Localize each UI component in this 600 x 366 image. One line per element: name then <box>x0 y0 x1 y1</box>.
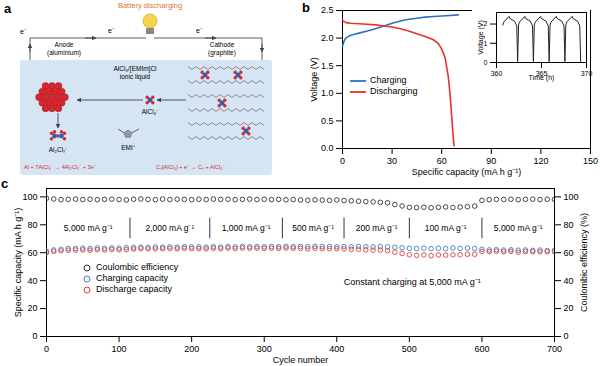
svg-text:Coulombic efficiency (%): Coulombic efficiency (%) <box>579 213 589 312</box>
svg-text:400: 400 <box>329 344 344 354</box>
svg-text:150: 150 <box>583 156 598 166</box>
svg-text:AlCl₃/[EMIm]Cl: AlCl₃/[EMIm]Cl <box>113 65 157 72</box>
svg-text:20: 20 <box>564 303 574 313</box>
svg-text:Cathode: Cathode <box>210 41 235 48</box>
svg-text:(aluminium): (aluminium) <box>47 49 81 57</box>
html-text:Discharge capacity: Discharge capacity <box>96 284 172 294</box>
html-text:Charging: Charging <box>370 75 407 85</box>
svg-text:a: a <box>4 1 12 16</box>
svg-text:Constant charging at 5,000 mA: Constant charging at 5,000 mA g⁻¹ <box>344 277 481 287</box>
svg-text:0: 0 <box>32 331 37 341</box>
svg-text:0: 0 <box>484 59 488 66</box>
svg-text:1: 1 <box>483 39 488 47</box>
svg-text:Al₂Cl₇⁻: Al₂Cl₇⁻ <box>49 146 68 153</box>
svg-text:EMI⁺: EMI⁺ <box>121 144 135 151</box>
svg-text:2: 2 <box>483 20 488 28</box>
svg-text:Specific capacity (mA h g⁻¹): Specific capacity (mA h g⁻¹) <box>13 208 23 318</box>
svg-text:Anode: Anode <box>55 41 74 48</box>
svg-text:300: 300 <box>257 344 272 354</box>
svg-text:80: 80 <box>27 220 37 230</box>
svg-text:100: 100 <box>112 344 127 354</box>
svg-text:2.0: 2.0 <box>321 33 334 43</box>
svg-text:100: 100 <box>564 192 579 202</box>
svg-text:(graphite): (graphite) <box>208 49 236 57</box>
svg-text:100 mA g⁻¹: 100 mA g⁻¹ <box>425 223 467 233</box>
html-text:Discharging: Discharging <box>370 86 418 96</box>
svg-text:1.0: 1.0 <box>321 88 334 98</box>
svg-text:60: 60 <box>437 156 447 166</box>
svg-text:Battery discharging: Battery discharging <box>118 1 182 10</box>
svg-text:200: 200 <box>184 344 199 354</box>
svg-text:Cₙ[AlCl₄] + e⁻ → Cₙ + AlCl₄⁻: Cₙ[AlCl₄] + e⁻ → Cₙ + AlCl₄⁻ <box>156 164 225 170</box>
svg-text:2,000 mA g⁻¹: 2,000 mA g⁻¹ <box>145 223 194 233</box>
svg-text:0: 0 <box>340 156 345 166</box>
svg-text:2.5: 2.5 <box>321 5 334 15</box>
svg-text:500 mA g⁻¹: 500 mA g⁻¹ <box>292 223 334 233</box>
html-text:c: c <box>1 176 9 191</box>
svg-text:Cycle number: Cycle number <box>273 355 329 365</box>
svg-text:600: 600 <box>474 344 489 354</box>
svg-text:0: 0 <box>564 331 569 341</box>
html-text:Coulombic efficiency: Coulombic efficiency <box>96 262 179 272</box>
svg-text:5,000 mA g⁻¹: 5,000 mA g⁻¹ <box>494 223 543 233</box>
svg-text:80: 80 <box>564 220 574 230</box>
svg-text:AlCl₄⁻: AlCl₄⁻ <box>142 108 159 115</box>
svg-text:90: 90 <box>486 156 496 166</box>
svg-text:5,000 mA g⁻¹: 5,000 mA g⁻¹ <box>64 223 113 233</box>
svg-text:120: 120 <box>533 156 548 166</box>
svg-text:Voltage (V): Voltage (V) <box>477 20 485 55</box>
svg-text:700: 700 <box>547 344 562 354</box>
svg-text:0.5: 0.5 <box>321 116 334 126</box>
svg-text:60: 60 <box>564 248 574 258</box>
svg-text:40: 40 <box>564 276 574 286</box>
svg-text:Time (h): Time (h) <box>529 74 555 82</box>
svg-text:1.5: 1.5 <box>321 61 334 71</box>
svg-text:ionic liquid: ionic liquid <box>120 73 151 81</box>
svg-text:30: 30 <box>387 156 397 166</box>
svg-text:0.0: 0.0 <box>321 143 334 153</box>
svg-text:60: 60 <box>27 248 37 258</box>
html-text:Charging capacity: Charging capacity <box>96 273 168 283</box>
svg-text:Al + 7AlCl₄⁻ → 4Al₂Cl₇⁻ + 3e⁻: Al + 7AlCl₄⁻ → 4Al₂Cl₇⁻ + 3e⁻ <box>24 164 96 170</box>
svg-text:200 mA g⁻¹: 200 mA g⁻¹ <box>356 223 398 233</box>
html-text:b: b <box>302 0 310 15</box>
svg-text:100: 100 <box>22 192 37 202</box>
svg-text:e⁻: e⁻ <box>196 27 203 34</box>
svg-text:Specific capacity (mA h g⁻¹): Specific capacity (mA h g⁻¹) <box>412 167 522 177</box>
svg-text:370: 370 <box>581 70 593 77</box>
svg-text:20: 20 <box>27 303 37 313</box>
svg-text:Voltage (V): Voltage (V) <box>309 57 319 102</box>
svg-text:500: 500 <box>402 344 417 354</box>
svg-text:0: 0 <box>44 344 49 354</box>
svg-text:1,000 mA g⁻¹: 1,000 mA g⁻¹ <box>222 223 271 233</box>
svg-text:360: 360 <box>491 70 503 77</box>
svg-text:e⁻: e⁻ <box>108 27 115 34</box>
svg-text:40: 40 <box>27 276 37 286</box>
svg-text:e⁻: e⁻ <box>20 28 27 35</box>
